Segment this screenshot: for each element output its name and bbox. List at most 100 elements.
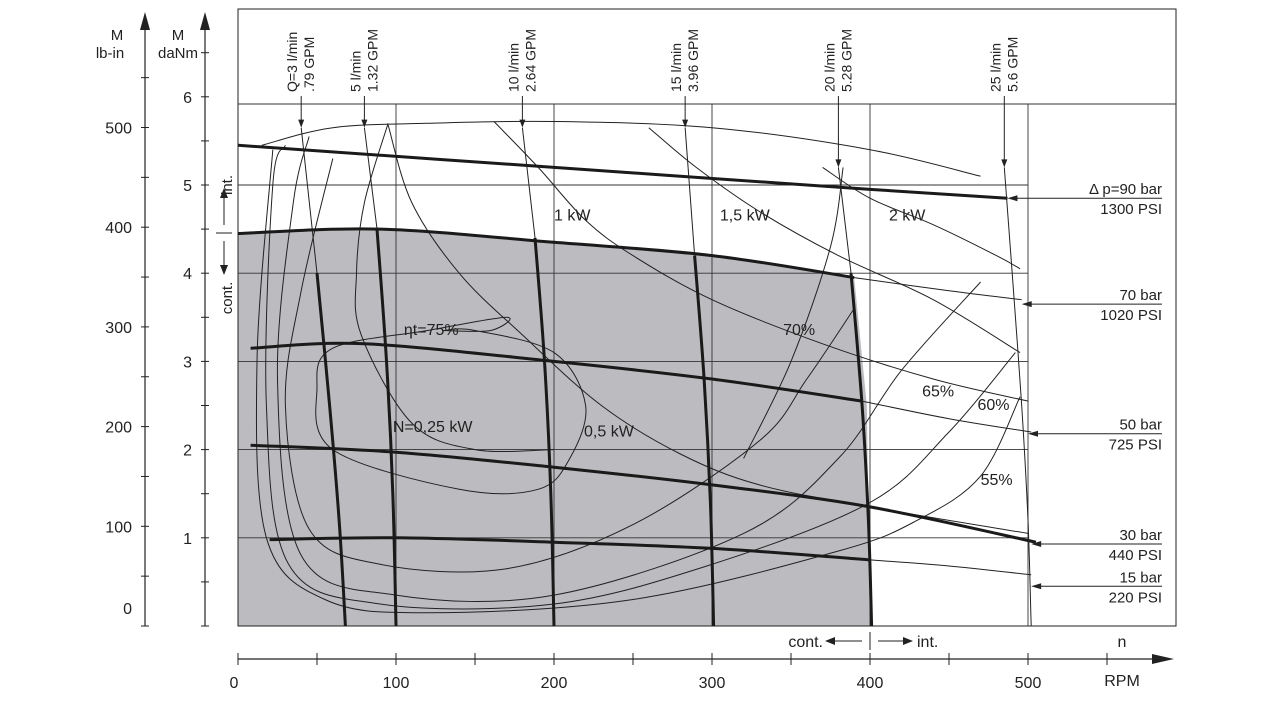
flow-line-upper bbox=[363, 127, 378, 230]
flow-line-upper bbox=[684, 127, 696, 256]
x-tick-label: 100 bbox=[383, 675, 410, 692]
flow-label-gpm: 2.64 GPM bbox=[522, 29, 538, 92]
y-axis-lbin: M lb-in bbox=[96, 12, 150, 626]
y-axis-danm: M daNm bbox=[158, 12, 210, 626]
efficiency-curve bbox=[743, 167, 844, 459]
pressure-arrowhead bbox=[1021, 301, 1032, 308]
lbin-tick-label: 400 bbox=[105, 220, 132, 237]
power-label: 1,5 kW bbox=[720, 207, 771, 224]
flow-arrowhead bbox=[682, 119, 689, 128]
pressure-label-bar: 70 bar bbox=[1119, 287, 1162, 304]
y-axis-lbin-title: M bbox=[111, 27, 124, 44]
pressure-label-psi: 220 PSI bbox=[1109, 589, 1162, 606]
flow-label-lpm: 5 l/min bbox=[347, 51, 363, 92]
danm-tick-label: 4 bbox=[183, 266, 192, 283]
x-axis-ticks: 0 100 200 300 400 500 bbox=[230, 653, 1108, 692]
lbin-tick-label: 500 bbox=[105, 121, 132, 138]
y-axis-lbin-unit: lb-in bbox=[96, 45, 124, 62]
pressure-tail bbox=[869, 559, 1032, 576]
x-axis-label: RPM bbox=[1104, 673, 1140, 690]
efficiency-curve bbox=[265, 145, 1016, 610]
flow-arrowhead bbox=[519, 119, 526, 128]
flow-line bbox=[849, 273, 874, 627]
y-axis-danm-title: M bbox=[172, 27, 185, 44]
x-tick-label: 500 bbox=[1015, 675, 1042, 692]
flow-labels: Q=3 l/min .79 GPM 5 l/min 1.32 GPM 10 l/min 2… bbox=[284, 29, 1020, 92]
flow-arrowhead bbox=[298, 119, 305, 128]
pressure-label-psi: 725 PSI bbox=[1109, 437, 1162, 454]
pressure-label-psi: 1020 PSI bbox=[1100, 307, 1162, 324]
x-tick-label: 300 bbox=[699, 675, 726, 692]
lbin-tick-label: 200 bbox=[105, 420, 132, 437]
power-label: N=0,25 kW bbox=[393, 419, 473, 436]
efficiency-label: 65% bbox=[922, 384, 954, 401]
danm-tick-label: 3 bbox=[183, 354, 192, 371]
torque-int-label: int. bbox=[219, 175, 236, 195]
danm-tick-label: 1 bbox=[183, 531, 192, 548]
efficiency-curve bbox=[276, 136, 981, 603]
efficiency-label: 60% bbox=[977, 397, 1009, 414]
power-label: 0,5 kW bbox=[584, 423, 635, 440]
efficiency-curve bbox=[284, 158, 855, 573]
pressure-line bbox=[237, 143, 1008, 200]
danm-tick-label: 5 bbox=[183, 178, 192, 195]
pressure-labels: Δ p=90 bar 1300 PSI 70 bar 1020 PSI 50 bar 72… bbox=[1089, 181, 1162, 606]
flow-label-gpm: 3.96 GPM bbox=[685, 29, 701, 92]
danm-tick-label: 6 bbox=[183, 90, 192, 107]
flow-lines bbox=[298, 96, 1032, 627]
y-axis-ticks: 1 2 3 4 5 6 0 100 200 300 400 500 bbox=[105, 52, 209, 627]
lbin-tick-label: 100 bbox=[105, 519, 132, 536]
flow-line bbox=[693, 255, 716, 627]
power-label: 1 kW bbox=[554, 207, 591, 224]
speed-int-label: int. bbox=[917, 634, 938, 651]
flow-label-lpm: Q=3 l/min bbox=[284, 32, 300, 92]
pressure-label-bar: 30 bar bbox=[1119, 527, 1162, 544]
pressure-tail bbox=[862, 400, 1032, 433]
y-axis-danm-unit: daNm bbox=[158, 45, 198, 62]
efficiency-label: 55% bbox=[981, 472, 1013, 489]
power-label: 2 kW bbox=[889, 207, 926, 224]
flow-line-upper bbox=[837, 167, 852, 274]
x-tick-label: 200 bbox=[541, 675, 568, 692]
flow-label-gpm: 5.6 GPM bbox=[1004, 37, 1020, 92]
flow-line bbox=[315, 273, 347, 627]
flow-line-upper bbox=[300, 127, 318, 274]
power-curve bbox=[822, 166, 1021, 270]
flow-line bbox=[1011, 273, 1032, 627]
flow-label-lpm: 10 l/min bbox=[505, 43, 521, 92]
pressure-line bbox=[250, 341, 863, 403]
flow-line-upper bbox=[521, 127, 536, 238]
flow-line bbox=[533, 237, 556, 627]
pressure-tail bbox=[854, 277, 1022, 301]
torque-cont-label: cont. bbox=[219, 282, 236, 315]
power-curve bbox=[354, 123, 555, 453]
max-torque-boundary bbox=[261, 120, 981, 177]
speed-cont-int-indicator: cont. int. bbox=[788, 632, 938, 651]
lbin-tick-label: 300 bbox=[105, 320, 132, 337]
flow-label-gpm: 1.32 GPM bbox=[364, 29, 380, 92]
pressure-line bbox=[237, 227, 855, 280]
x-tick-label: 0 bbox=[230, 675, 239, 692]
pressure-label-bar: 15 bar bbox=[1119, 569, 1162, 586]
pressure-lines bbox=[237, 143, 1037, 562]
efficiency-label: ηt=75% bbox=[404, 322, 459, 339]
flow-label-lpm: 15 l/min bbox=[668, 43, 684, 92]
pressure-label-bar: 50 bar bbox=[1119, 417, 1162, 434]
power-curve bbox=[648, 127, 1021, 354]
pressure-label-psi: 440 PSI bbox=[1109, 547, 1162, 564]
pressure-label-bar: Δ p=90 bar bbox=[1089, 181, 1162, 198]
flow-label-gpm: 5.28 GPM bbox=[838, 29, 854, 92]
pressure-arrowhead bbox=[1031, 540, 1042, 547]
curve-labels: N=0,25 kW 0,5 kW 1 kW 1,5 kW 2 kW ηt=75% 70% 65… bbox=[393, 207, 1013, 489]
x-tick-label: 400 bbox=[857, 675, 884, 692]
pressure-line bbox=[269, 536, 871, 562]
flow-label-lpm: 20 l/min bbox=[821, 43, 837, 92]
flow-label-lpm: 25 l/min bbox=[987, 43, 1003, 92]
torque-cont-int-indicator: int. cont. bbox=[216, 175, 236, 314]
pressure-arrowhead bbox=[1031, 583, 1042, 590]
x-axis-var: n bbox=[1118, 634, 1127, 651]
pressure-line bbox=[250, 443, 1037, 544]
pressure-arrowhead bbox=[1028, 430, 1038, 437]
speed-cont-label: cont. bbox=[788, 634, 823, 651]
